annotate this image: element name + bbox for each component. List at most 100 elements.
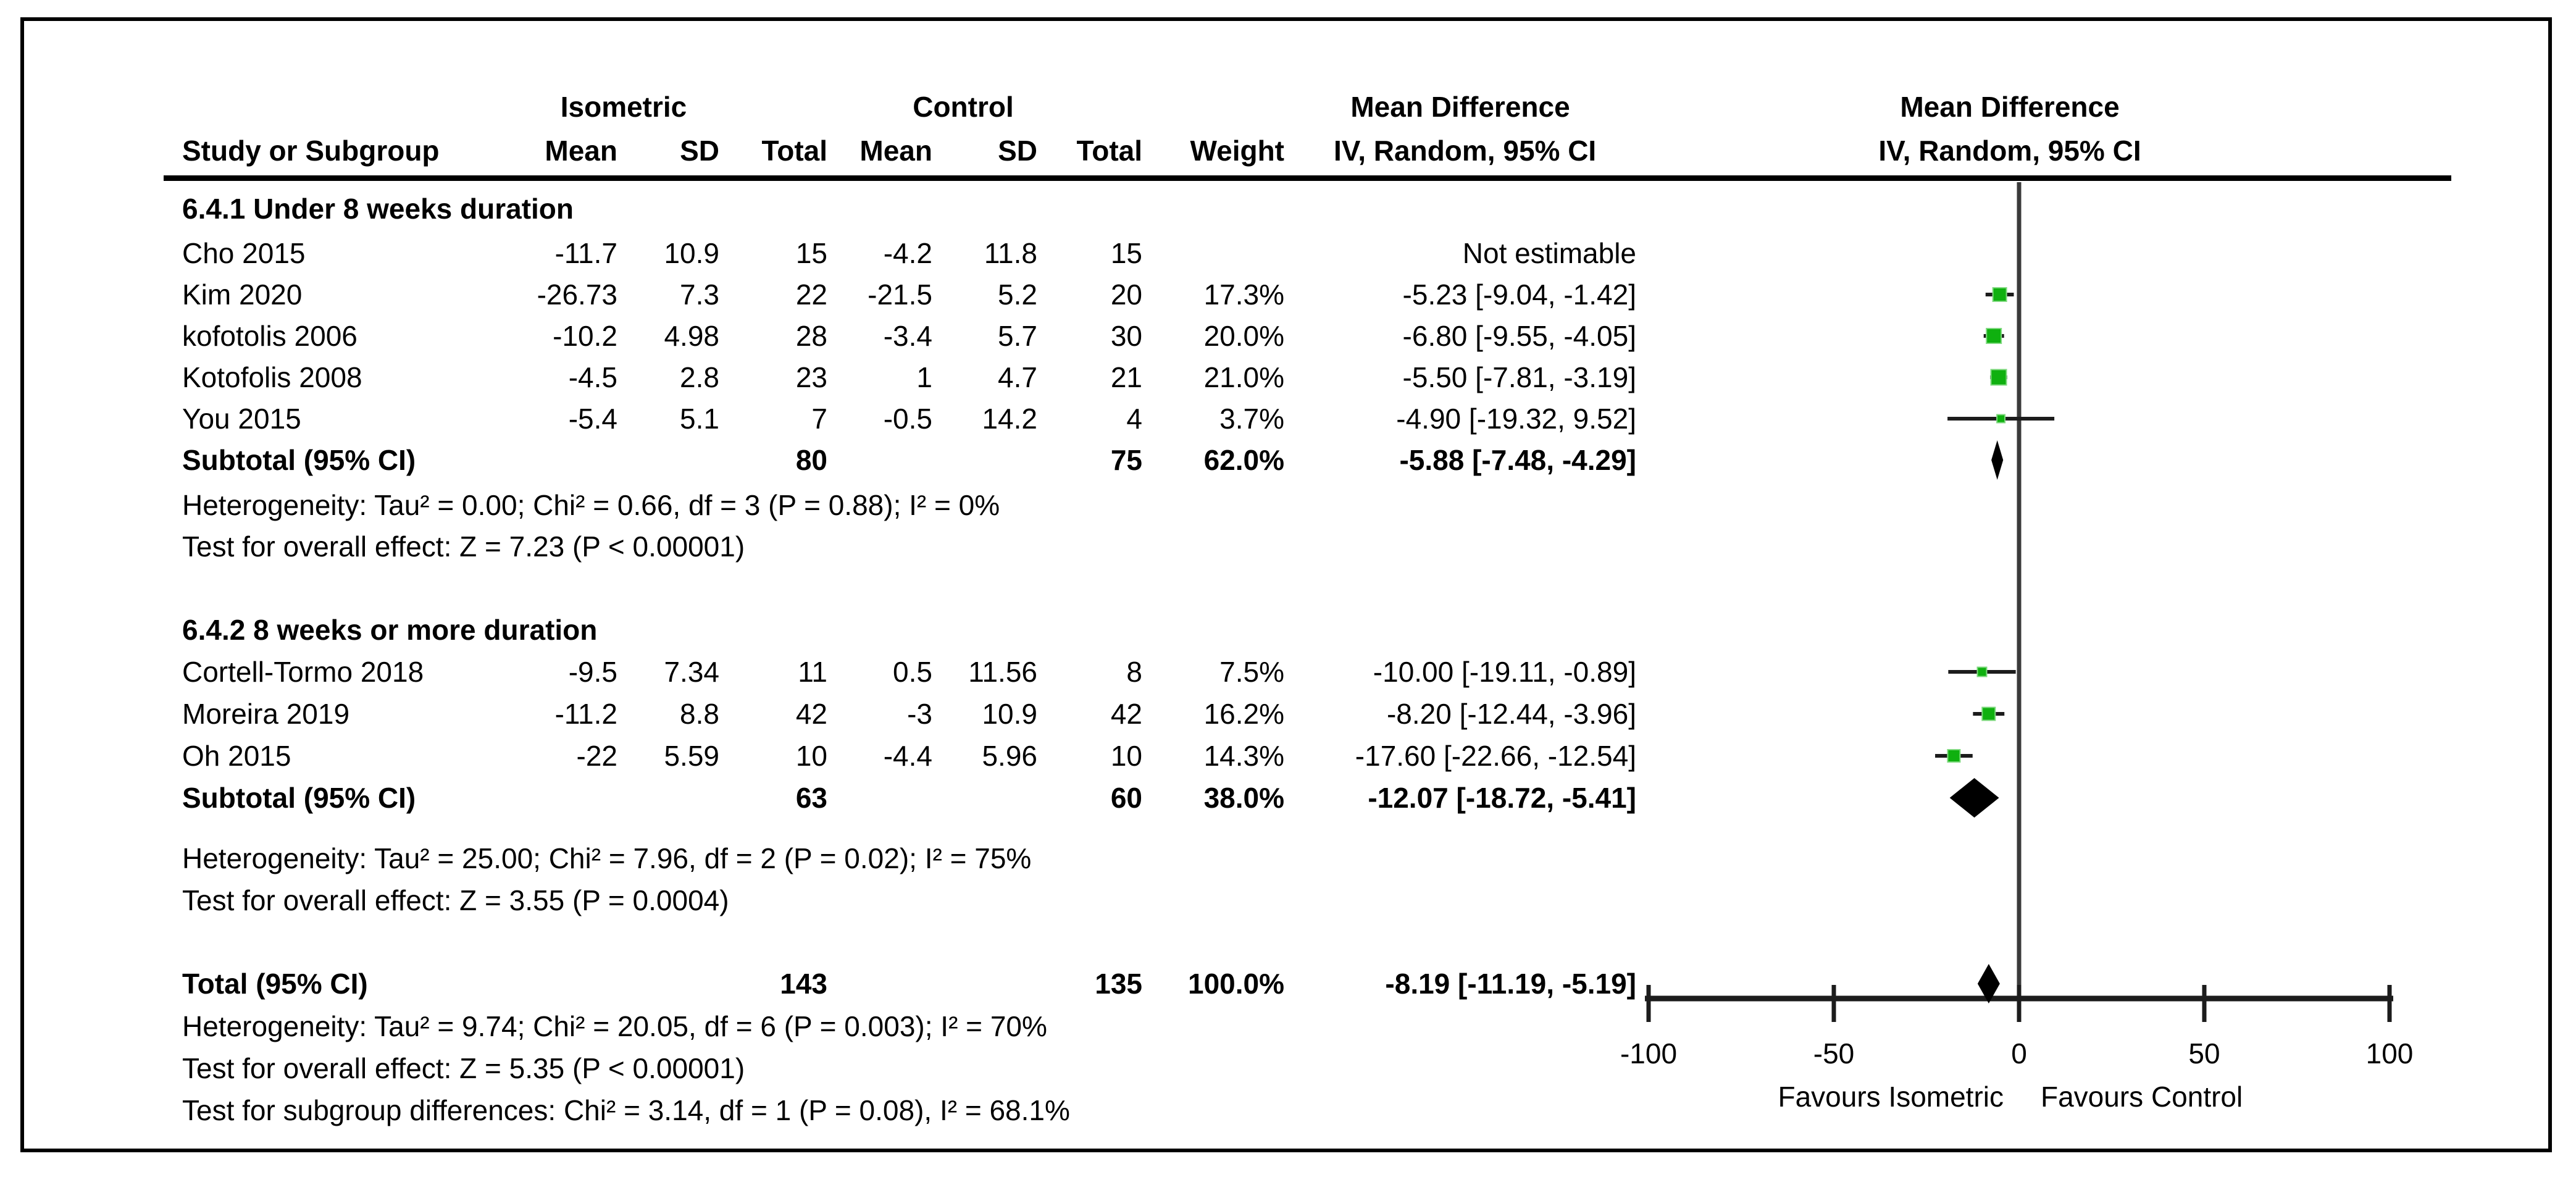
weight-value: 38.0%	[1203, 782, 1284, 814]
weight-value: 3.7%	[1219, 403, 1284, 435]
iso-mean: -26.73	[537, 278, 617, 311]
iso-sd: 4.98	[664, 320, 719, 352]
ctrl-sd: 11.56	[968, 656, 1037, 688]
weight-value: 7.5%	[1219, 656, 1284, 688]
ctrl-mean: 1	[916, 361, 932, 393]
ctrl-total-header: Total	[1076, 135, 1142, 167]
axis-tick-label: -50	[1813, 1037, 1854, 1070]
ctrl-mean: -3.4	[883, 320, 932, 352]
iso-total: 15	[795, 237, 827, 269]
ctrl-total: 8	[1126, 656, 1142, 688]
study-name: Moreira 2019	[182, 698, 350, 730]
axis-tick-label: 50	[2188, 1037, 2220, 1070]
ci-text: -5.88 [-7.48, -4.29]	[1399, 444, 1636, 476]
pooled-label: Subtotal (95% CI)	[182, 782, 416, 814]
study-name: Cortell-Tormo 2018	[182, 656, 424, 688]
ctrl-sd: 4.7	[998, 361, 1037, 393]
iso-mean-header: Mean	[545, 135, 617, 167]
effect-square	[1947, 749, 1961, 763]
iso-sd: 2.8	[680, 361, 719, 393]
effect-square	[1990, 369, 2007, 386]
iso-mean: -5.4	[568, 403, 617, 435]
iso-sd: 7.3	[680, 278, 719, 311]
study-name: You 2015	[182, 403, 301, 435]
stats-note: Heterogeneity: Tau² = 9.74; Chi² = 20.05…	[182, 1010, 1047, 1042]
pooled-diamond	[1949, 778, 1999, 818]
iso-total: 23	[795, 361, 827, 393]
iso-total: 11	[798, 656, 827, 688]
iso-sd: 7.34	[664, 656, 719, 688]
ci-text: -17.60 [-22.66, -12.54]	[1355, 740, 1636, 772]
weight-value: 14.3%	[1203, 740, 1284, 772]
md-text-column-header: Mean Difference	[1350, 91, 1570, 123]
ctrl-total: 42	[1110, 698, 1142, 730]
subgroup-title: 6.4.2 8 weeks or more duration	[182, 614, 598, 646]
ctrl-total: 135	[1095, 968, 1142, 1000]
study-name: Kotofolis 2008	[182, 361, 362, 393]
ctrl-mean: -21.5	[868, 278, 932, 311]
iso-sd: 5.59	[664, 740, 719, 772]
ctrl-sd: 10.9	[982, 698, 1037, 730]
ci-text: -8.20 [-12.44, -3.96]	[1386, 698, 1636, 730]
stats-note: Heterogeneity: Tau² = 25.00; Chi² = 7.96…	[182, 842, 1032, 874]
ctrl-total: 4	[1126, 403, 1142, 435]
effect-square	[1976, 666, 1988, 677]
effect-square	[1986, 328, 2002, 344]
ctrl-mean: -3	[907, 698, 932, 730]
stats-note: Test for overall effect: Z = 3.55 (P = 0…	[182, 884, 729, 916]
study-name: kofotolis 2006	[182, 320, 358, 352]
iso-sd: 10.9	[664, 237, 719, 269]
iso-total: 42	[795, 698, 827, 730]
iso-total: 7	[811, 403, 827, 435]
weight-column-header: Weight	[1190, 135, 1284, 167]
iso-mean: -22	[576, 740, 617, 772]
ci-text: -8.19 [-11.19, -5.19]	[1385, 968, 1636, 1000]
iso-total: 63	[795, 782, 827, 814]
ctrl-sd: 11.8	[984, 237, 1037, 269]
axis-tick-label: 0	[2011, 1037, 2027, 1070]
axis-tick-label: 100	[2366, 1037, 2414, 1070]
md-plot-column-header: Mean Difference	[1900, 91, 2120, 123]
iso-mean: -11.2	[554, 698, 617, 730]
ci-column-header: IV, Random, 95% CI	[1334, 135, 1597, 167]
iso-mean: -4.5	[568, 361, 617, 393]
iso-sd-header: SD	[680, 135, 719, 167]
iso-mean: -10.2	[553, 320, 617, 352]
ci-text: -5.23 [-9.04, -1.42]	[1402, 278, 1636, 311]
study-name: Kim 2020	[182, 278, 303, 311]
effect-square	[1996, 414, 2006, 424]
iso-total: 22	[795, 278, 827, 311]
weight-value: 62.0%	[1203, 444, 1284, 476]
subgroup-title: 6.4.1 Under 8 weeks duration	[182, 193, 574, 225]
ctrl-total: 30	[1110, 320, 1142, 352]
study-name: Cho 2015	[182, 237, 306, 269]
column-group-isometric-header: Isometric	[560, 91, 687, 123]
weight-value: 16.2%	[1203, 698, 1284, 730]
stats-note: Test for overall effect: Z = 5.35 (P < 0…	[182, 1052, 745, 1084]
ctrl-mean-header: Mean	[859, 135, 932, 167]
weight-value: 21.0%	[1203, 361, 1284, 393]
ctrl-mean: -4.2	[883, 237, 932, 269]
ctrl-sd: 5.96	[982, 740, 1037, 772]
iso-sd: 8.8	[680, 698, 719, 730]
ctrl-sd: 5.7	[998, 320, 1037, 352]
favours-right-label: Favours Control	[2041, 1081, 2243, 1113]
effect-square	[1992, 287, 2007, 302]
iso-total: 143	[780, 968, 827, 1000]
stats-note: Test for subgroup differences: Chi² = 3.…	[182, 1094, 1070, 1126]
iso-mean: -9.5	[568, 656, 617, 688]
header-rule	[164, 175, 2451, 181]
iso-total: 28	[795, 320, 827, 352]
ci-text: -12.07 [-18.72, -5.41]	[1368, 782, 1636, 814]
ctrl-sd: 14.2	[982, 403, 1037, 435]
ci-text: -6.80 [-9.55, -4.05]	[1402, 320, 1636, 352]
ci-text: -10.00 [-19.11, -0.89]	[1373, 656, 1636, 688]
ctrl-mean: 0.5	[893, 656, 932, 688]
stats-note: Heterogeneity: Tau² = 0.00; Chi² = 0.66,…	[182, 489, 1000, 521]
column-group-control-header: Control	[913, 91, 1014, 123]
study-column-header: Study or Subgroup	[182, 135, 440, 167]
ci-text: -5.50 [-7.81, -3.19]	[1402, 361, 1636, 393]
pooled-label: Subtotal (95% CI)	[182, 444, 416, 476]
